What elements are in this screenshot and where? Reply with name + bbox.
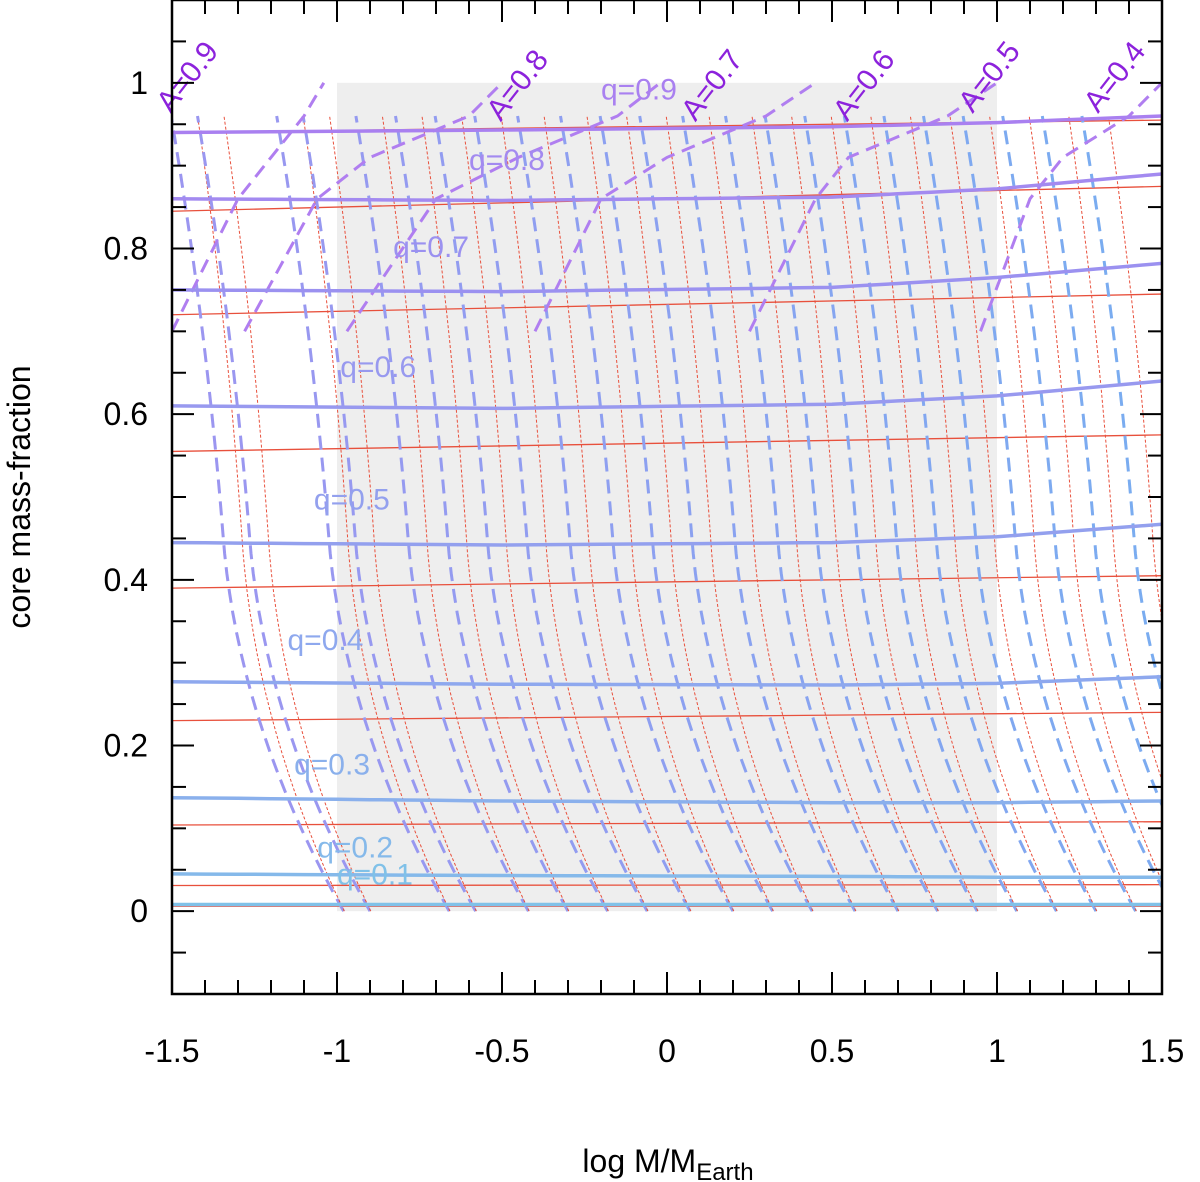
red-line [172,575,1162,589]
q-label: q=0.1 [337,859,413,892]
y-tick-label: 0.4 [104,562,148,598]
dashed-curve [354,115,530,912]
shaded-rect [337,82,997,912]
x-tick-label: -0.5 [474,1033,529,1069]
x-tick-label: 1.5 [1140,1033,1184,1069]
dashed-curve [275,115,451,912]
a-curve [345,81,662,333]
red-dotted-curve [989,115,1137,912]
red-dotted-curve [223,115,372,912]
y-tick-label: 0 [130,893,148,929]
dashed-curve [559,115,735,912]
dashed-curve [1001,115,1162,891]
a-curve [243,81,504,333]
red-line [172,711,1162,722]
red-dotted-curve [381,115,530,912]
q-curve [172,172,1162,203]
dashed-curve [803,115,979,912]
shaded-region [337,82,997,912]
red-line [172,293,1162,316]
dashed-curve [842,115,1019,912]
red-dotted-curve [302,115,451,912]
a-curve [748,81,998,332]
red-dotted-curve [543,115,692,912]
red-dotted-curve [949,115,1098,912]
dashed-curve [961,115,1137,912]
dashed-curve [922,115,1098,912]
q-curve [172,674,1162,687]
q-curves [172,114,1162,907]
red-dotted-curve [665,115,814,912]
dashed-curve [473,115,649,912]
y-tick-label: 0.6 [104,396,148,432]
y-tick-label: 1 [130,65,148,101]
dashed-curve [681,115,857,912]
q-label: q=0.6 [340,351,416,384]
red-dotted-curve [421,115,570,912]
y-axis-label: core mass-fraction [1,365,37,628]
red-dotted-curve [791,115,939,912]
x-tick-label: -1 [323,1033,351,1069]
a-label: A=0.9 [150,36,225,119]
axis-ticks: -1.5 -1 -0.5 0 0.5 1 1.5 0 0.2 0.4 0.6 0.8 1 [104,0,1184,1069]
red-line [172,434,1162,453]
q-label: q=0.9 [601,73,677,106]
x-axis-label-subscript: Earth [696,1159,753,1182]
q-curve [172,379,1162,411]
dashed-curve [724,115,900,912]
y-tick-label: 0.8 [104,231,148,267]
dashed-curve [433,115,609,912]
red-dotted-curve [830,115,979,912]
dashed-curve [1040,115,1162,809]
red-dotted-curve [329,115,477,912]
dashed-curve [196,115,372,912]
red-dotted-curve [461,115,609,912]
q-curve [172,261,1162,294]
dashed-curve [516,115,692,912]
dashed-curve [598,115,774,912]
q-label: q=0.5 [314,483,390,516]
a-curve [979,81,1162,332]
red-dotted-curve [586,115,735,912]
dashed-curve [638,115,814,912]
red-dotted-curve [1068,115,1162,782]
q-label: q=0.7 [393,231,469,264]
red-dotted-curve [1107,115,1162,623]
q-label: q=0.2 [317,831,393,864]
dashed-curve [1080,115,1162,699]
q-label: q=0.3 [294,748,370,781]
red-dotted-curve [500,115,649,912]
red-dotted-curve [626,115,774,912]
red-dotted-curve [870,115,1018,912]
dashed-curve [394,115,570,912]
dashed-curve [763,115,939,912]
x-tick-label: 0 [658,1033,676,1069]
red-dotted-curve [708,115,857,912]
a-curve [533,81,817,332]
red-dotted-curve [909,115,1058,912]
x-axis-label: log M/MEarth [582,1143,753,1182]
q-label: q=0.4 [288,624,364,657]
x-tick-label: 1 [988,1033,1006,1069]
red-dotted-curve [751,115,900,912]
q-curve [172,114,1162,135]
dashed-curve [882,115,1058,912]
a-curve [172,82,326,332]
q-curve [172,522,1162,547]
q-curve [172,795,1162,805]
x-tick-label: -1.5 [144,1033,199,1069]
red-line [172,884,1162,887]
dashed-curve [301,115,477,912]
q-label: q=0.8 [469,144,545,177]
red-dotted-curve [1028,115,1162,883]
red-dotted-curve [197,115,345,912]
q-curve [172,872,1162,879]
y-tick-label: 0.2 [104,728,148,764]
x-tick-label: 0.5 [810,1033,854,1069]
red-line [172,821,1162,826]
